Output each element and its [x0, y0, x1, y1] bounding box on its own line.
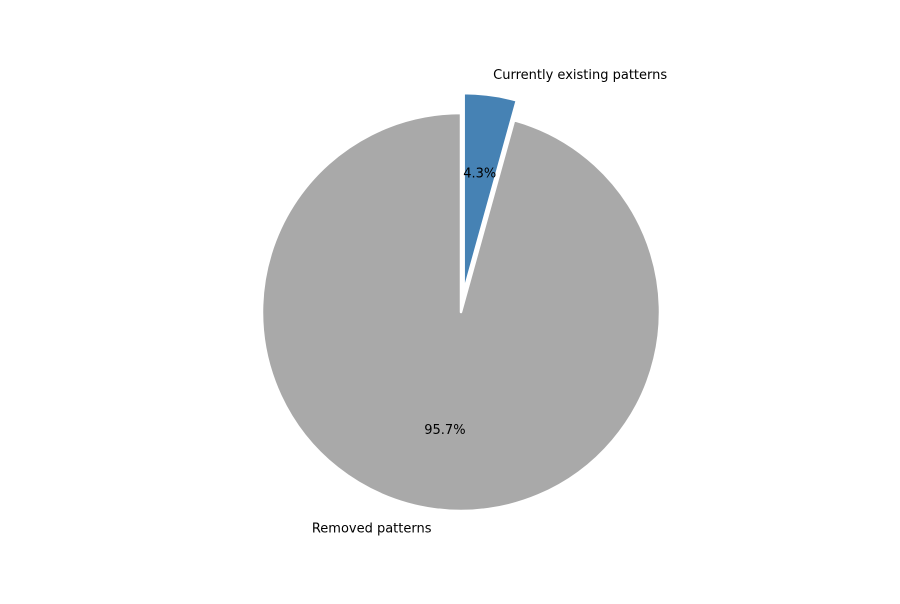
pie-labels: 4.3% Currently existing patterns 95.7% Remo…: [312, 68, 668, 537]
pie-slices: [260, 91, 662, 513]
pie-category-label-currently-existing-patterns: Currently existing patterns: [493, 68, 667, 83]
pie-category-label-removed-patterns: Removed patterns: [312, 521, 432, 536]
pie-slice-currently-existing-patterns: [462, 91, 519, 294]
pie-slice-removed-patterns: [260, 111, 662, 513]
pie-percent-label-removed-patterns: 95.7%: [424, 423, 465, 438]
pie-percent-label-currently-existing-patterns: 4.3%: [463, 166, 496, 181]
